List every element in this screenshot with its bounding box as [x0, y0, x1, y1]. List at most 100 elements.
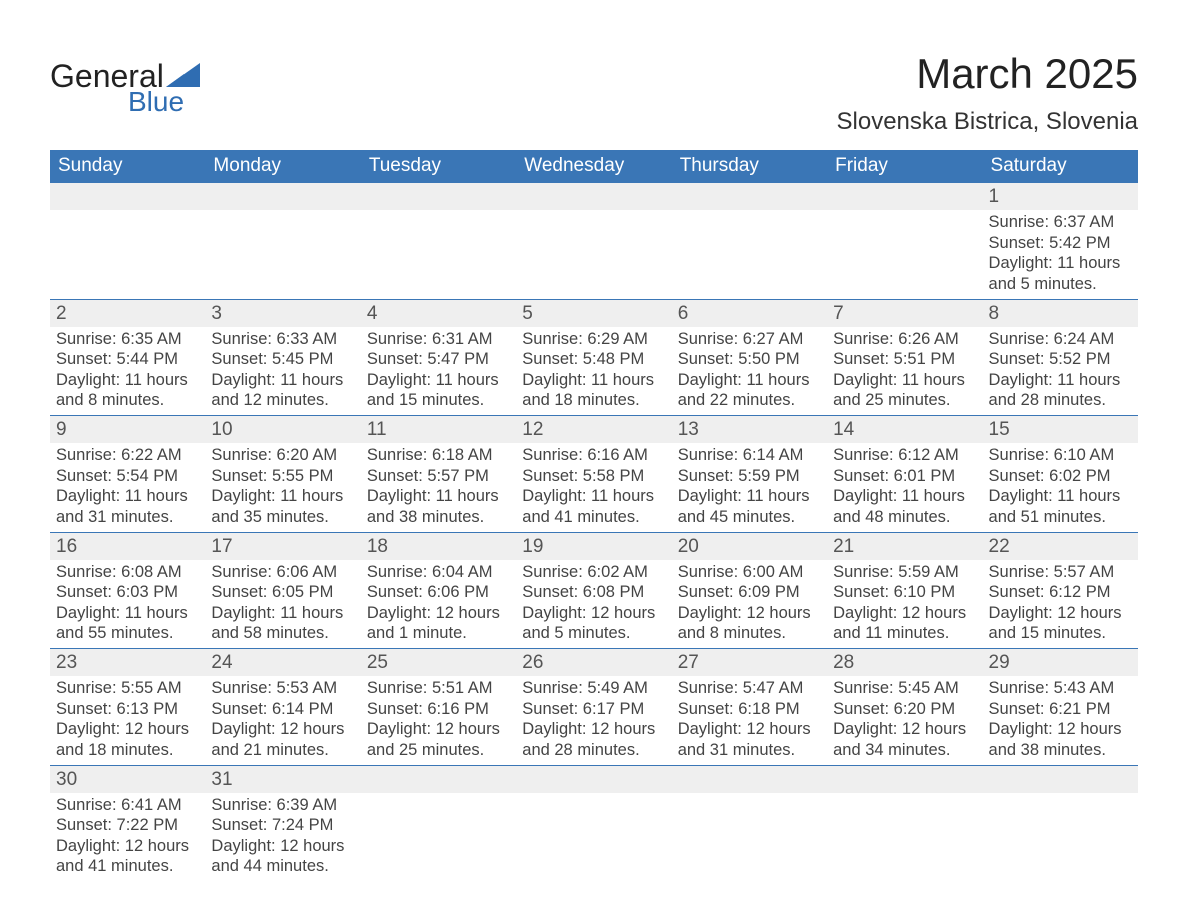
logo: General Blue	[50, 60, 200, 118]
day-info-cell: Sunrise: 6:08 AMSunset: 6:03 PMDaylight:…	[50, 560, 205, 649]
week-daynum-row: 3031	[50, 765, 1138, 793]
daylight-line: Daylight: 11 hours and 5 minutes.	[989, 253, 1132, 294]
sunrise-line: Sunrise: 6:26 AM	[833, 329, 976, 350]
sunset-line: Sunset: 5:42 PM	[989, 233, 1132, 254]
daylight-line: Daylight: 12 hours and 44 minutes.	[211, 836, 354, 877]
day-number-cell: 8	[983, 299, 1138, 327]
day-info-cell: Sunrise: 6:14 AMSunset: 5:59 PMDaylight:…	[672, 443, 827, 532]
daylight-line: Daylight: 11 hours and 45 minutes.	[678, 486, 821, 527]
day-info-cell: Sunrise: 6:41 AMSunset: 7:22 PMDaylight:…	[50, 793, 205, 882]
day-info-cell: Sunrise: 6:29 AMSunset: 5:48 PMDaylight:…	[516, 327, 671, 416]
day-info-cell	[516, 210, 671, 299]
sunset-line: Sunset: 6:20 PM	[833, 699, 976, 720]
sunrise-line: Sunrise: 6:18 AM	[367, 445, 510, 466]
day-number-cell	[361, 765, 516, 793]
sunrise-line: Sunrise: 6:33 AM	[211, 329, 354, 350]
day-info-cell: Sunrise: 5:43 AMSunset: 6:21 PMDaylight:…	[983, 676, 1138, 765]
day-number-cell	[516, 183, 671, 211]
daylight-line: Daylight: 12 hours and 25 minutes.	[367, 719, 510, 760]
daylight-line: Daylight: 11 hours and 31 minutes.	[56, 486, 199, 527]
day-number-cell: 21	[827, 532, 982, 560]
daylight-line: Daylight: 11 hours and 35 minutes.	[211, 486, 354, 527]
day-number-cell: 4	[361, 299, 516, 327]
sunset-line: Sunset: 6:10 PM	[833, 582, 976, 603]
day-number-cell: 30	[50, 765, 205, 793]
sunset-line: Sunset: 5:47 PM	[367, 349, 510, 370]
week-info-row: Sunrise: 6:08 AMSunset: 6:03 PM Daylight:…	[50, 560, 1138, 649]
sunset-line: Sunset: 6:14 PM	[211, 699, 354, 720]
sunset-line: Sunset: 6:03 PM	[56, 582, 199, 603]
sunset-line: Sunset: 5:54 PM	[56, 466, 199, 487]
day-info-cell	[983, 793, 1138, 882]
day-info-cell: Sunrise: 6:33 AMSunset: 5:45 PMDaylight:…	[205, 327, 360, 416]
sunrise-line: Sunrise: 5:43 AM	[989, 678, 1132, 699]
day-info-cell: Sunrise: 5:55 AMSunset: 6:13 PMDaylight:…	[50, 676, 205, 765]
daylight-line: Daylight: 12 hours and 21 minutes.	[211, 719, 354, 760]
sunrise-line: Sunrise: 6:12 AM	[833, 445, 976, 466]
day-number-cell: 11	[361, 416, 516, 444]
day-number-cell: 18	[361, 532, 516, 560]
daylight-line: Daylight: 12 hours and 38 minutes.	[989, 719, 1132, 760]
day-header: Wednesday	[516, 150, 671, 183]
day-info-cell: Sunrise: 5:51 AMSunset: 6:16 PMDaylight:…	[361, 676, 516, 765]
sunset-line: Sunset: 5:51 PM	[833, 349, 976, 370]
day-number-cell	[827, 183, 982, 211]
day-number-cell: 12	[516, 416, 671, 444]
sunset-line: Sunset: 5:55 PM	[211, 466, 354, 487]
sunrise-line: Sunrise: 6:39 AM	[211, 795, 354, 816]
daylight-line: Daylight: 11 hours and 38 minutes.	[367, 486, 510, 527]
day-number-cell: 17	[205, 532, 360, 560]
week-daynum-row: 1	[50, 183, 1138, 211]
sunrise-line: Sunrise: 6:35 AM	[56, 329, 199, 350]
day-info-cell: Sunrise: 6:22 AMSunset: 5:54 PMDaylight:…	[50, 443, 205, 532]
sunset-line: Sunset: 6:02 PM	[989, 466, 1132, 487]
day-header: Friday	[827, 150, 982, 183]
sunrise-line: Sunrise: 6:22 AM	[56, 445, 199, 466]
sunset-line: Sunset: 5:48 PM	[522, 349, 665, 370]
day-number-cell: 23	[50, 649, 205, 677]
daylight-line: Daylight: 11 hours and 12 minutes.	[211, 370, 354, 411]
daylight-line: Daylight: 11 hours and 41 minutes.	[522, 486, 665, 527]
day-info-cell: Sunrise: 6:27 AMSunset: 5:50 PMDaylight:…	[672, 327, 827, 416]
day-number-cell: 1	[983, 183, 1138, 211]
sunset-line: Sunset: 6:01 PM	[833, 466, 976, 487]
day-info-cell: Sunrise: 6:12 AMSunset: 6:01 PMDaylight:…	[827, 443, 982, 532]
day-info-cell	[516, 793, 671, 882]
day-info-cell: Sunrise: 5:45 AMSunset: 6:20 PMDaylight:…	[827, 676, 982, 765]
day-number-cell: 20	[672, 532, 827, 560]
daylight-line: Daylight: 12 hours and 18 minutes.	[56, 719, 199, 760]
sunrise-line: Sunrise: 5:47 AM	[678, 678, 821, 699]
day-info-cell: Sunrise: 6:16 AMSunset: 5:58 PMDaylight:…	[516, 443, 671, 532]
day-number-cell: 5	[516, 299, 671, 327]
week-info-row: Sunrise: 6:41 AMSunset: 7:22 PMDaylight:…	[50, 793, 1138, 882]
calendar-body: 1 Sunrise: 6:37 AMSunset: 5:42 PMDayligh…	[50, 183, 1138, 882]
sunset-line: Sunset: 6:06 PM	[367, 582, 510, 603]
sunset-line: Sunset: 6:09 PM	[678, 582, 821, 603]
day-info-cell: Sunrise: 6:24 AMSunset: 5:52 PMDaylight:…	[983, 327, 1138, 416]
sunrise-line: Sunrise: 6:20 AM	[211, 445, 354, 466]
sunrise-line: Sunrise: 6:27 AM	[678, 329, 821, 350]
day-info-cell	[672, 210, 827, 299]
daylight-line: Daylight: 12 hours and 15 minutes.	[989, 603, 1132, 644]
sunset-line: Sunset: 6:12 PM	[989, 582, 1132, 603]
sunset-line: Sunset: 5:50 PM	[678, 349, 821, 370]
calendar-table: SundayMondayTuesdayWednesdayThursdayFrid…	[50, 150, 1138, 881]
sunset-line: Sunset: 5:59 PM	[678, 466, 821, 487]
day-number-cell: 31	[205, 765, 360, 793]
sunrise-line: Sunrise: 6:10 AM	[989, 445, 1132, 466]
day-number-cell: 29	[983, 649, 1138, 677]
sunrise-line: Sunrise: 6:24 AM	[989, 329, 1132, 350]
day-info-cell: Sunrise: 6:31 AMSunset: 5:47 PMDaylight:…	[361, 327, 516, 416]
day-number-cell: 10	[205, 416, 360, 444]
daylight-line: Daylight: 11 hours and 28 minutes.	[989, 370, 1132, 411]
day-number-cell: 7	[827, 299, 982, 327]
day-info-cell	[827, 793, 982, 882]
sunset-line: Sunset: 6:08 PM	[522, 582, 665, 603]
sunrise-line: Sunrise: 6:08 AM	[56, 562, 199, 583]
calendar-page: General Blue March 2025 Slovenska Bistri…	[0, 0, 1188, 918]
week-info-row: Sunrise: 6:37 AMSunset: 5:42 PMDaylight:…	[50, 210, 1138, 299]
day-number-cell	[516, 765, 671, 793]
sunset-line: Sunset: 6:13 PM	[56, 699, 199, 720]
day-number-cell: 13	[672, 416, 827, 444]
day-header: Thursday	[672, 150, 827, 183]
